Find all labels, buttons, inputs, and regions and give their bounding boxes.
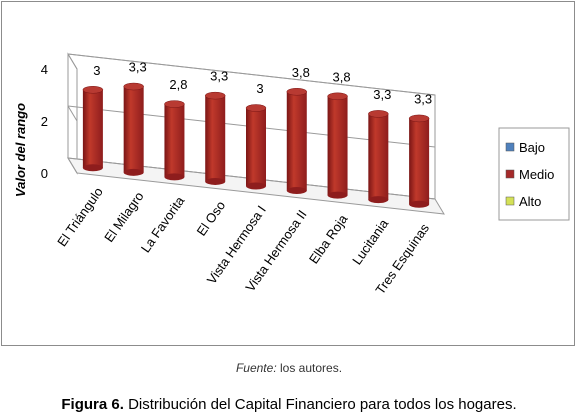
y-axis-title: Valor del rango	[13, 103, 28, 197]
bar-base	[409, 200, 430, 208]
bar-base	[368, 196, 389, 204]
bar-chart: 0 2 4 3 3,3 2,8 3,3 3 3,8 3,8 3,3 3,3 El Triángulo…	[13, 52, 570, 297]
bar-body	[246, 108, 266, 186]
legend-swatch	[505, 142, 515, 152]
x-tick-label: El Oso	[194, 198, 229, 239]
bar	[204, 91, 226, 185]
data-label: 3	[93, 63, 100, 78]
caption-label: Figura 6.	[61, 396, 124, 413]
bar-base	[246, 182, 266, 190]
chart-frame: 0 2 4 3 3,3 2,8 3,3 3 3,8 3,8 3,3 3,3 El Triángulo…	[1, 1, 575, 346]
gridline	[67, 53, 436, 96]
legend-label: Bajo	[519, 140, 545, 155]
bar-base	[205, 177, 226, 185]
y-axis: 0 2 4	[41, 62, 48, 181]
legend-label: Medio	[519, 167, 554, 182]
data-label: 3,3	[414, 91, 432, 106]
source-text: los autores.	[280, 361, 343, 375]
data-label: 3,8	[292, 65, 310, 80]
bar-body	[409, 118, 430, 205]
bar-body	[327, 96, 348, 196]
bar-top	[368, 110, 389, 118]
bar-top	[327, 92, 348, 101]
bar-base	[327, 191, 348, 199]
gridline-side	[67, 105, 78, 122]
data-label: 3,8	[333, 69, 351, 84]
legend-swatch	[505, 196, 515, 206]
bar-base	[82, 164, 103, 172]
bar-body	[286, 91, 307, 191]
bar-body	[123, 86, 144, 173]
bar-base	[123, 168, 144, 176]
legend-swatch	[505, 169, 515, 179]
bar-top	[408, 114, 430, 123]
bar-base	[286, 187, 307, 195]
bar-body	[205, 95, 226, 182]
data-label: 2,8	[169, 77, 187, 92]
x-tick-label: El Milagro	[101, 189, 146, 245]
y-tick-label: 2	[41, 114, 48, 129]
bar-top	[123, 82, 144, 91]
bar	[327, 92, 348, 199]
bar	[164, 100, 185, 181]
bar	[408, 114, 430, 208]
x-tick-label: Elba Roja	[306, 211, 351, 266]
source-note: Fuente: los autores.	[0, 361, 578, 375]
figure-caption: Figura 6. Distribución del Capital Finan…	[0, 396, 578, 413]
bar-body	[82, 89, 103, 168]
x-tick-label: Lucitania	[349, 216, 392, 268]
bar	[368, 110, 389, 204]
bar-body	[164, 104, 185, 177]
bar	[82, 86, 104, 172]
y-tick-label: 0	[41, 166, 48, 181]
bar-top	[164, 100, 185, 108]
x-tick-label: El Triángulo	[54, 184, 106, 249]
bar-top	[245, 104, 267, 112]
bar	[123, 82, 144, 176]
gridline-side	[67, 157, 78, 174]
legend-label: Alto	[519, 194, 541, 209]
gridline-side	[67, 53, 78, 70]
data-label: 3	[256, 81, 263, 96]
data-label: 3,3	[373, 87, 391, 102]
data-label: 3,3	[210, 69, 228, 84]
data-label: 3,3	[129, 60, 147, 75]
x-tick-label: La Favorita	[138, 193, 188, 256]
source-label: Fuente:	[235, 361, 277, 375]
bars	[82, 82, 430, 208]
y-tick-label: 4	[41, 62, 48, 77]
caption-text: Distribución del Capital Financiero para…	[128, 396, 517, 413]
bar	[245, 104, 267, 190]
data-labels: 3 3,3 2,8 3,3 3 3,8 3,8 3,3 3,3	[93, 60, 432, 107]
bar-top	[204, 91, 226, 100]
legend: Bajo Medio Alto	[498, 127, 570, 221]
bar	[286, 88, 308, 195]
bar-top	[286, 88, 308, 96]
bar-top	[82, 86, 104, 94]
bar-body	[368, 113, 389, 200]
bar-base	[164, 173, 185, 181]
